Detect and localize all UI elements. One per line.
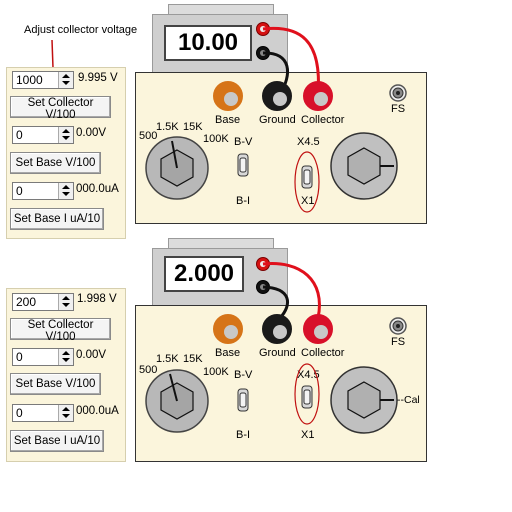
- spin-down-icon[interactable]: [62, 414, 70, 418]
- bottom-range-toggle-switch-icon[interactable]: [292, 362, 322, 426]
- top-switch-bi-label: B-I: [236, 195, 251, 207]
- top-ground-label: Ground: [259, 114, 296, 126]
- bottom-fs-jack-icon[interactable]: [388, 316, 408, 336]
- bottom-knob-label-1.5k: 1.5K: [156, 353, 179, 365]
- annotation-text: Adjust collector voltage: [24, 24, 138, 36]
- top-collector-spin-arrows[interactable]: [58, 72, 73, 88]
- spin-down-icon[interactable]: [62, 192, 70, 196]
- top-fs-label: FS: [391, 103, 406, 115]
- top-set-base-v-button[interactable]: Set Base V/100: [10, 152, 101, 174]
- bottom-collector-terminal[interactable]: [303, 314, 333, 344]
- top-knob-label-15k: 15K: [183, 121, 203, 133]
- bottom-ground-terminal[interactable]: [262, 314, 292, 344]
- spin-up-icon[interactable]: [62, 129, 70, 133]
- top-set-base-i-button[interactable]: Set Base I uA/10: [10, 208, 104, 230]
- spin-up-icon[interactable]: [62, 407, 70, 411]
- bottom-base-terminal[interactable]: [213, 314, 243, 344]
- bottom-collector-spinner[interactable]: [12, 293, 74, 311]
- top-collector-spinner[interactable]: [12, 71, 74, 89]
- bottom-base-i-spinner[interactable]: [12, 404, 74, 422]
- bottom-knob-label-500: 500: [139, 364, 158, 376]
- top-knob-label-1.5k: 1.5K: [156, 121, 179, 133]
- top-knob-label-100k: 100K: [203, 133, 229, 145]
- spin-down-icon[interactable]: [62, 136, 70, 140]
- bottom-resistor-knob-icon[interactable]: [144, 366, 214, 436]
- bottom-switch-x45-label: X4.5: [297, 369, 320, 381]
- top-base-v-value: 0.00V: [76, 127, 107, 139]
- bottom-knob-label-100k: 100K: [203, 366, 229, 378]
- top-set-collector-button[interactable]: Set Collector V/100: [10, 96, 111, 121]
- top-ground-terminal[interactable]: [262, 81, 292, 111]
- top-switch-x45-label: X4.5: [297, 136, 320, 148]
- bottom-base-v-spinner[interactable]: [12, 348, 74, 366]
- bottom-base-v-value: 0.00V: [76, 349, 107, 361]
- bottom-base-i-input[interactable]: [13, 405, 57, 421]
- bottom-base-v-input[interactable]: [13, 349, 57, 365]
- bottom-knob-label-15k: 15K: [183, 353, 203, 365]
- top-base-label: Base: [215, 114, 241, 126]
- spin-down-icon[interactable]: [62, 303, 70, 307]
- spin-up-icon[interactable]: [62, 74, 70, 78]
- bottom-switch-bi-label: B-I: [236, 429, 251, 441]
- top-base-i-value: 000.0uA: [76, 183, 119, 195]
- bottom-collector-spin-arrows[interactable]: [58, 294, 73, 310]
- top-range-toggle-switch-icon[interactable]: [292, 150, 322, 214]
- bottom-collector-input[interactable]: [13, 294, 57, 310]
- top-collector-value: 9.995 V: [78, 72, 118, 84]
- top-base-v-input[interactable]: [13, 127, 57, 143]
- spin-down-icon[interactable]: [62, 358, 70, 362]
- bottom-switch-x1-label: X1: [301, 429, 315, 441]
- top-switch-x1-label: X1: [301, 195, 315, 207]
- top-fs-jack-icon[interactable]: [388, 83, 408, 103]
- top-base-i-input[interactable]: [13, 183, 57, 199]
- bottom-set-collector-button[interactable]: Set Collector V/100: [10, 318, 111, 343]
- top-meter-display: 10.00: [164, 25, 252, 61]
- top-bv-toggle-switch-icon[interactable]: [235, 152, 251, 180]
- bottom-base-label: Base: [215, 347, 241, 359]
- top-base-i-spinner[interactable]: [12, 182, 74, 200]
- bottom-cal-label: --Cal: [397, 394, 420, 406]
- top-calibration-knob-icon[interactable]: [328, 128, 408, 208]
- bottom-collector-value: 1.998 V: [77, 293, 117, 305]
- bottom-set-base-v-button[interactable]: Set Base V/100: [10, 373, 101, 395]
- bottom-base-i-spin-arrows[interactable]: [58, 405, 73, 421]
- bottom-base-i-value: 000.0uA: [76, 405, 119, 417]
- top-base-v-spin-arrows[interactable]: [58, 127, 73, 143]
- bottom-base-v-spin-arrows[interactable]: [58, 349, 73, 365]
- bottom-switch-bv-label: B-V: [234, 369, 253, 381]
- spin-up-icon[interactable]: [62, 296, 70, 300]
- spin-up-icon[interactable]: [62, 351, 70, 355]
- top-knob-label-500: 500: [139, 130, 158, 142]
- top-base-terminal[interactable]: [213, 81, 243, 111]
- bottom-meter-display: 2.000: [164, 256, 244, 292]
- top-base-i-spin-arrows[interactable]: [58, 183, 73, 199]
- top-base-v-spinner[interactable]: [12, 126, 74, 144]
- bottom-bv-toggle-switch-icon[interactable]: [235, 387, 251, 415]
- bottom-collector-label: Collector: [301, 347, 345, 359]
- top-collector-label: Collector: [301, 114, 345, 126]
- bottom-fs-label: FS: [391, 336, 406, 348]
- top-collector-terminal[interactable]: [303, 81, 333, 111]
- bottom-set-base-i-button[interactable]: Set Base I uA/10: [10, 430, 104, 452]
- bottom-calibration-knob-icon[interactable]: [328, 362, 408, 442]
- top-switch-bv-label: B-V: [234, 136, 253, 148]
- top-collector-input[interactable]: [13, 72, 57, 88]
- spin-up-icon[interactable]: [62, 185, 70, 189]
- spin-down-icon[interactable]: [62, 81, 70, 85]
- bottom-ground-label: Ground: [259, 347, 296, 359]
- top-resistor-knob-icon[interactable]: [144, 133, 214, 203]
